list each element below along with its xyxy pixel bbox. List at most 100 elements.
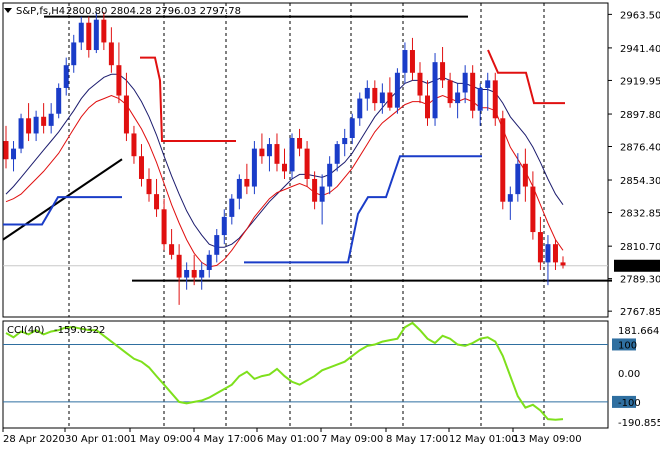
price-tick-label: 2919.95 <box>620 76 660 87</box>
candle-body <box>266 144 272 157</box>
candle-body <box>33 116 39 134</box>
candle-body <box>507 194 513 202</box>
candle-body <box>108 42 114 66</box>
price-tick-label: 2854.30 <box>620 176 660 187</box>
candle-body <box>138 156 144 179</box>
red-stop-line <box>140 49 565 143</box>
time-tick-label: 7 May 09:00 <box>321 434 383 445</box>
time-tick-label: 4 May 17:00 <box>194 434 256 445</box>
candle-body <box>3 141 9 160</box>
candle-body <box>116 65 122 96</box>
candle-body <box>387 92 393 108</box>
cci-value: -159.0322 <box>54 325 105 336</box>
candle-body <box>552 244 558 263</box>
candle-body <box>26 118 32 134</box>
candle-body <box>48 113 54 126</box>
candle-body <box>86 22 92 51</box>
time-tick-label: 30 Apr 01:00 <box>65 434 130 445</box>
candle-body <box>485 80 491 88</box>
chart-title-symbol: S&P,fs,H4 <box>16 6 65 17</box>
candle-body <box>440 62 446 81</box>
candle-body <box>229 198 235 217</box>
candle-body <box>312 178 318 202</box>
candle-body <box>206 254 212 270</box>
candle-body <box>372 87 378 104</box>
candle-body <box>123 95 129 134</box>
candle-body <box>447 80 453 104</box>
candle-body <box>379 92 385 104</box>
price-tick-label: 2767.85 <box>620 307 660 318</box>
candle-body <box>455 92 461 104</box>
price-tick-label: 2876.40 <box>620 142 660 153</box>
candle-body <box>560 262 566 266</box>
time-tick-label: 6 May 01:00 <box>257 434 319 445</box>
candle-body <box>11 148 17 160</box>
candle-body <box>462 72 468 93</box>
candle-body <box>432 62 438 119</box>
candle-body <box>78 22 84 43</box>
cci-tick-label: 100 <box>618 340 637 351</box>
current-price-tag <box>614 259 660 272</box>
price-tick-label: 2941.40 <box>620 44 660 55</box>
time-tick-label: 28 Apr 2020 <box>3 434 65 445</box>
time-tick-label: 12 May 01:00 <box>449 434 518 445</box>
candle-body <box>319 186 325 202</box>
candle-body <box>191 269 197 278</box>
candle-body <box>184 269 190 278</box>
candle-body <box>63 65 69 88</box>
blue-stop-line <box>3 155 482 264</box>
candle-body <box>289 138 295 172</box>
cci-level-tag <box>612 395 636 408</box>
candle-body <box>259 148 265 157</box>
time-tick-label: 1 May 09:00 <box>130 434 192 445</box>
candle-body <box>251 148 257 187</box>
cci-level-tag <box>612 338 636 351</box>
cci-tick-label: 0.00 <box>618 369 640 380</box>
price-tick-label: 2810.70 <box>620 242 660 253</box>
candle-body <box>131 133 137 157</box>
candle-body <box>101 19 107 43</box>
candle-body <box>522 163 528 187</box>
cci-panel-frame <box>2 320 609 429</box>
candle-body <box>349 118 355 139</box>
candle-body <box>199 269 205 278</box>
candle-body <box>394 72 400 108</box>
fast-moving-average <box>5 94 564 268</box>
candle-body <box>304 148 310 179</box>
cci-line <box>5 321 564 421</box>
chart-title-ohlc: 2800.80 2804.28 2796.03 2797.78 <box>66 6 241 17</box>
dropdown-triangle-icon[interactable] <box>4 8 12 13</box>
time-tick-label: 8 May 17:00 <box>386 434 448 445</box>
cci-scale-bottom: -190.8553 <box>618 418 660 429</box>
candle-body <box>402 50 408 73</box>
candle-body <box>41 116 47 126</box>
candle-body <box>364 87 370 99</box>
candle-body <box>71 42 77 66</box>
candle-body <box>477 87 483 111</box>
price-tick-label: 2832.85 <box>620 209 660 220</box>
time-tick-label: 13 May 09:00 <box>513 434 582 445</box>
candle-body <box>342 138 348 145</box>
candle-body <box>244 178 250 187</box>
candle-body <box>146 178 152 195</box>
current-price-label: 2797.78 <box>617 262 658 273</box>
price-tick-label: 2789.30 <box>620 275 660 286</box>
candle-body <box>282 163 287 172</box>
candle-body <box>334 144 340 164</box>
candle-body <box>214 235 220 255</box>
candle-body <box>537 232 543 263</box>
candle-body <box>274 144 280 164</box>
candle-body <box>169 244 175 255</box>
cci-tick-label: -100 <box>618 398 641 409</box>
candle-body <box>93 19 99 51</box>
candle-body <box>409 50 415 73</box>
candle-body <box>357 98 363 119</box>
candle-body <box>530 186 536 233</box>
candle-body <box>154 194 160 210</box>
slow-moving-average <box>5 73 564 248</box>
candle-body <box>56 87 62 114</box>
cci-label: CCI(40) <box>7 325 45 336</box>
candle-body <box>327 163 333 187</box>
candle-body <box>221 216 227 236</box>
